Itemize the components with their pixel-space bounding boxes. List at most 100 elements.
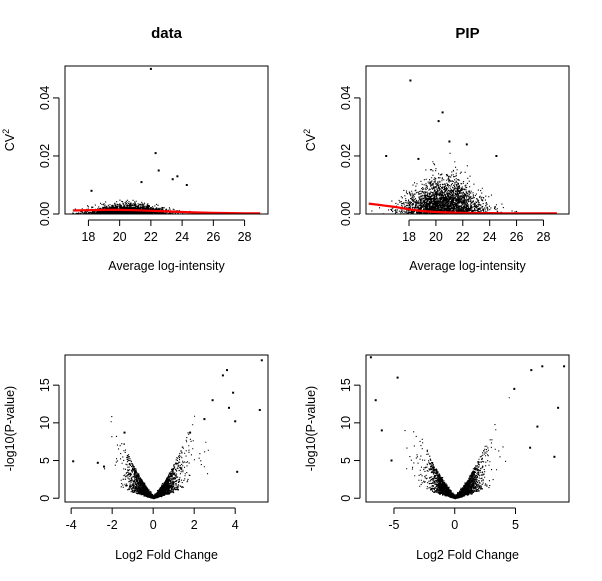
y-tick-label: 0.00 xyxy=(38,202,52,226)
x-tick-label: 18 xyxy=(402,230,416,244)
y-tick-label: 10 xyxy=(339,416,353,430)
y-axis-label-text: CV xyxy=(304,133,318,151)
data-points xyxy=(70,67,261,214)
x-axis: 18 20 22 24 26 28 xyxy=(402,219,550,244)
x-tick-label: -5 xyxy=(388,518,399,532)
x-tick-label: 18 xyxy=(81,230,95,244)
y-tick-label: 0.04 xyxy=(339,86,353,110)
outlier-point xyxy=(260,359,263,362)
plot-frame xyxy=(64,354,269,503)
y-tick-label: 0.00 xyxy=(339,202,353,226)
outlier-point xyxy=(90,189,93,192)
outlier-point xyxy=(557,406,560,409)
outlier-point xyxy=(396,376,399,379)
outlier-point xyxy=(226,369,228,372)
y-axis-label-superscript: 2 xyxy=(302,129,312,134)
outlier-point xyxy=(390,459,393,462)
x-tick-label: 22 xyxy=(456,230,470,244)
y-tick-label: 10 xyxy=(38,416,52,430)
trend-line xyxy=(368,202,557,214)
y-tick-label: 5 xyxy=(339,457,353,464)
y-axis: 0 5 10 15 xyxy=(339,378,361,502)
data-points xyxy=(72,359,263,500)
outlier-point xyxy=(553,455,556,458)
x-tick-label: 2 xyxy=(191,518,198,532)
outlier-point xyxy=(513,387,516,390)
outlier-point xyxy=(154,152,157,155)
x-axis: 18 20 22 24 26 28 xyxy=(81,219,252,244)
x-tick-label: 5 xyxy=(512,518,519,532)
outlier-point xyxy=(234,420,237,423)
x-axis-label: Log2 Fold Change xyxy=(115,548,218,562)
x-tick-label: 20 xyxy=(113,230,127,244)
outlier-point xyxy=(123,431,126,434)
outlier-point xyxy=(258,409,261,411)
y-tick-label: 0.02 xyxy=(38,144,52,168)
x-tick-label: 20 xyxy=(429,230,443,244)
outlier-point xyxy=(103,465,105,468)
outlier-point xyxy=(495,155,498,157)
plot-frame xyxy=(365,354,570,503)
outlier-point xyxy=(96,461,99,464)
chart-panel-2: PIP 18 20 22 24 26 28 0.00 0.02 0.04 Average log-i… xyxy=(302,25,570,273)
y-tick-label: 5 xyxy=(38,457,52,464)
outlier-point xyxy=(563,365,566,368)
outlier-point xyxy=(385,155,388,157)
outlier-point xyxy=(203,418,206,421)
outlier-point xyxy=(409,79,412,82)
point-cloud xyxy=(404,397,510,500)
outlier-point xyxy=(536,425,539,428)
y-axis-label-text: -log10(P-value) xyxy=(3,386,17,471)
outlier-point xyxy=(530,369,533,372)
outlier-point xyxy=(140,181,143,184)
outlier-point xyxy=(541,365,544,368)
outlier-point xyxy=(185,184,188,186)
x-axis-label: Average log-intensity xyxy=(409,259,526,273)
data-points xyxy=(369,356,566,500)
chart-title: data xyxy=(151,25,183,42)
y-axis-label-text: -log10(P-value) xyxy=(304,386,318,471)
x-axis: -4 -2 0 2 4 xyxy=(66,507,239,532)
point-cloud xyxy=(371,152,518,214)
point-cloud xyxy=(104,415,209,500)
x-tick-label: 26 xyxy=(510,230,524,244)
plot-frame xyxy=(64,65,269,215)
outlier-point xyxy=(441,111,444,114)
y-axis: 0.00 0.02 0.04 xyxy=(339,86,361,226)
x-tick-label: 26 xyxy=(206,230,220,244)
outlier-point xyxy=(380,429,383,432)
y-axis: 0.00 0.02 0.04 xyxy=(38,86,60,226)
data-points xyxy=(368,79,557,214)
y-tick-label: 15 xyxy=(339,378,353,392)
x-axis-label: Average log-intensity xyxy=(108,259,225,273)
outlier-point xyxy=(221,374,224,377)
chart-title: PIP xyxy=(455,25,479,42)
y-tick-label: 15 xyxy=(38,378,52,392)
y-axis-label-superscript: 2 xyxy=(1,129,11,134)
outlier-point xyxy=(236,470,239,473)
outlier-point xyxy=(228,406,230,409)
outlier-point xyxy=(437,120,440,123)
x-tick-label: -2 xyxy=(107,518,118,532)
chart-panel-4: -5 0 5 0 5 10 15 Log2 Fold Change -log10(P-value… xyxy=(304,354,570,562)
outlier-point xyxy=(176,175,179,178)
outlier-point xyxy=(417,157,420,160)
outlier-point xyxy=(465,143,468,146)
outlier-point xyxy=(189,431,192,434)
outlier-point xyxy=(149,67,152,70)
x-tick-label: -4 xyxy=(66,518,77,532)
x-tick-label: 24 xyxy=(175,230,189,244)
outlier-point xyxy=(448,140,451,143)
y-tick-label: 0.04 xyxy=(38,86,52,110)
x-tick-label: 24 xyxy=(483,230,497,244)
trend-line xyxy=(72,208,261,214)
outlier-point xyxy=(369,356,372,359)
x-tick-label: 22 xyxy=(144,230,158,244)
y-axis-label-text: CV xyxy=(3,133,17,151)
x-tick-label: 28 xyxy=(238,230,252,244)
outlier-point xyxy=(232,391,235,394)
x-axis-label: Log2 Fold Change xyxy=(416,548,519,562)
y-axis: 0 5 10 15 xyxy=(38,378,60,502)
plot-frame xyxy=(365,65,570,215)
outlier-point xyxy=(374,399,377,402)
